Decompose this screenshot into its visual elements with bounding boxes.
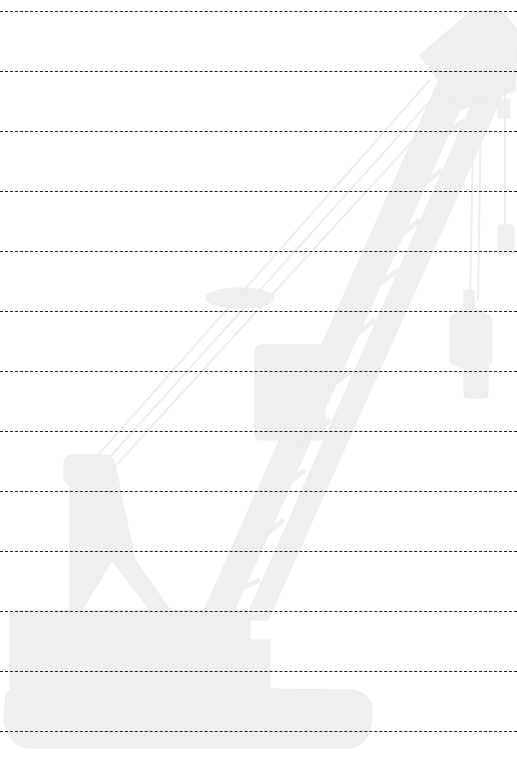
ruled-line	[0, 671, 517, 672]
ruled-line	[0, 131, 517, 132]
ruled-line	[0, 251, 517, 252]
ruled-line	[0, 731, 517, 732]
ruled-line	[0, 311, 517, 312]
ruled-line	[0, 491, 517, 492]
ruled-line	[0, 611, 517, 612]
ruled-line	[0, 371, 517, 372]
ruled-line	[0, 431, 517, 432]
ruled-line	[0, 551, 517, 552]
ruled-line	[0, 71, 517, 72]
ruled-line	[0, 11, 517, 12]
ruled-line	[0, 191, 517, 192]
